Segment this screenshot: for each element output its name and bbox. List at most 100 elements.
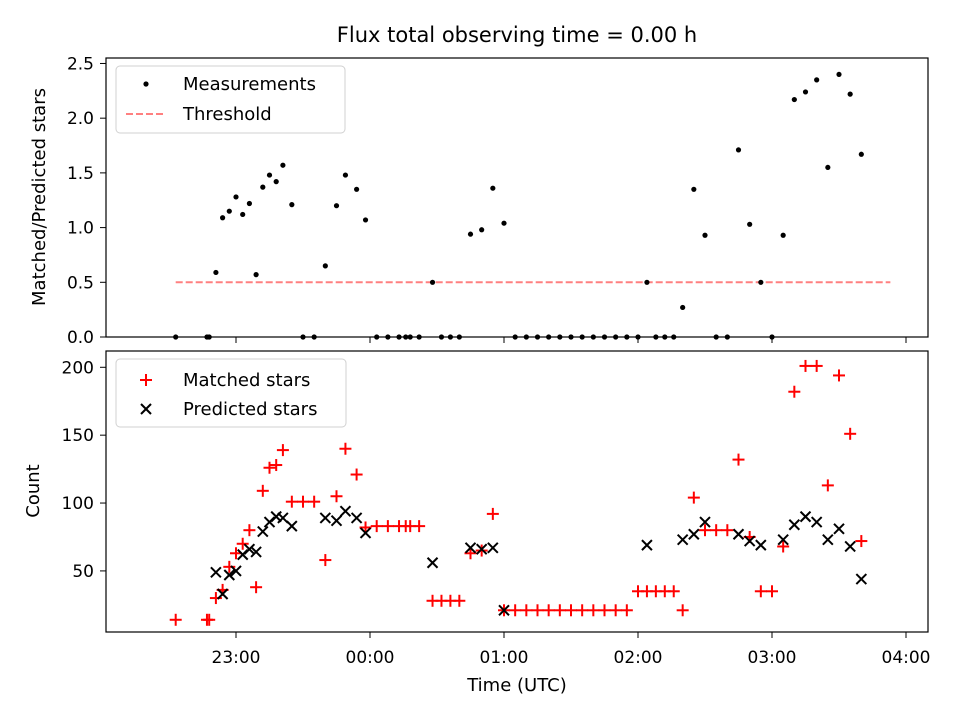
predicted-star-point	[487, 542, 499, 554]
predicted-star-point-b	[788, 519, 801, 531]
figure-title: Flux total observing time = 0.00 h	[337, 23, 697, 47]
measurement-point	[253, 272, 259, 278]
measurement-point	[814, 77, 820, 83]
predicted-star-point-b	[426, 557, 439, 569]
matched-star-point	[667, 585, 680, 598]
predicted-star-point	[339, 505, 352, 517]
matched-star-point	[339, 442, 352, 455]
predicted-star-point	[641, 539, 653, 551]
measurement-point	[825, 164, 831, 171]
predicted-star-point-b	[339, 505, 352, 517]
ratio-y-tick-label: 0.0	[67, 328, 94, 348]
predicted-star-point-b	[257, 525, 269, 538]
measurement-point	[213, 269, 219, 276]
count-x-tick-label: 01:00	[480, 648, 529, 668]
legend-matched-label: Matched stars	[183, 370, 310, 391]
predicted-star-point	[777, 533, 789, 546]
measurement-point	[644, 279, 650, 285]
predicted-star-point	[230, 565, 242, 577]
matched-star-point	[777, 540, 790, 553]
matched-star-point	[710, 524, 723, 537]
matched-star-point	[256, 484, 269, 497]
measurement-point	[467, 231, 474, 237]
x-axis-label: Time (UTC)	[466, 675, 567, 696]
matched-star-point	[833, 369, 845, 382]
count-y-tick-label: 200	[62, 358, 94, 378]
predicted-star-point	[286, 520, 298, 532]
measurement-point	[246, 200, 252, 207]
matched-star-point	[531, 604, 544, 617]
matched-star-point	[721, 524, 734, 537]
predicted-star-point-b	[822, 533, 834, 546]
matched-star-point	[203, 613, 216, 626]
measurement-point	[220, 215, 226, 221]
matched-star-point	[243, 524, 256, 537]
matched-star-point	[509, 604, 522, 617]
ratio-legend: Measurements Threshold	[115, 65, 346, 134]
matched-star-point	[699, 524, 711, 537]
legend-matched-marker	[140, 374, 152, 386]
matched-star-point	[799, 359, 812, 372]
matched-star-point	[687, 491, 700, 504]
measurement-point	[758, 279, 764, 285]
predicted-star-point-b	[799, 510, 812, 523]
matched-star-point	[330, 490, 343, 503]
predicted-star-point	[688, 528, 700, 540]
predicted-star-point	[498, 604, 510, 616]
predicted-star-point	[475, 543, 488, 555]
matched-star-point	[810, 359, 823, 372]
matched-star-point	[821, 479, 834, 492]
matched-star-point	[370, 520, 383, 533]
ratio-plot-frame	[105, 57, 929, 338]
count-y-tick-label: 150	[62, 426, 94, 446]
legend-measurements-label: Measurements	[183, 74, 316, 95]
matched-star-point	[676, 604, 689, 617]
count-legend: Matched stars Predicted stars	[115, 358, 347, 428]
predicted-star-point	[464, 542, 477, 554]
predicted-star-point	[755, 539, 767, 551]
predicted-star-point	[257, 525, 269, 538]
measurement-point	[260, 184, 266, 190]
predicted-star-point-b	[216, 588, 229, 600]
measurement-point	[289, 202, 295, 208]
predicted-star-point	[210, 566, 222, 578]
count-y-axis-label: Count	[23, 464, 44, 517]
measurement-point	[836, 71, 842, 78]
predicted-star-point	[426, 557, 439, 569]
matched-star-point	[319, 554, 332, 567]
predicted-star-point-b	[855, 573, 868, 585]
predicted-star-point-b	[487, 542, 499, 554]
predicted-star-point-b	[475, 543, 488, 555]
count-x-tick-label: 02:00	[614, 648, 663, 668]
measurement-point	[233, 194, 239, 200]
predicted-star-point-b	[464, 542, 477, 554]
count-plot-frame	[105, 350, 929, 633]
matched-star-point	[620, 604, 633, 617]
matched-star-point	[598, 604, 611, 617]
matched-star-point	[285, 495, 298, 508]
predicted-star-point-b	[777, 533, 789, 546]
measurement-point	[780, 232, 786, 238]
predicted-star-point	[319, 512, 332, 524]
predicted-star-point-b	[359, 527, 372, 539]
ratio-y-tick-label: 1.0	[67, 219, 94, 239]
count-panel: 23:00 00:00 01:00 02:00 03:00 04:00 50 100 150 2…	[23, 350, 931, 696]
ratio-y-tick-label: 2.0	[67, 109, 94, 129]
predicted-star-point	[822, 533, 834, 546]
measurement-point	[802, 89, 809, 95]
measurement-point	[747, 221, 753, 227]
ratio-y-axis-label: Matched/Predicted stars	[29, 88, 50, 306]
predicted-star-point	[699, 516, 711, 528]
predicted-star-point	[855, 573, 868, 585]
legend-threshold-label: Threshold	[182, 104, 272, 125]
predicted-star-point-b	[243, 543, 256, 555]
matched-star-point	[359, 521, 372, 534]
ratio-y-tick-label: 1.5	[67, 164, 94, 184]
predicted-star-point	[743, 535, 756, 547]
predicted-star-point-b	[223, 569, 236, 581]
count-x-tick-label: 00:00	[346, 648, 395, 668]
measurement-point	[735, 147, 742, 153]
matched-star-point	[609, 604, 622, 617]
matched-star-point	[276, 444, 289, 457]
measurement-point	[342, 172, 349, 178]
